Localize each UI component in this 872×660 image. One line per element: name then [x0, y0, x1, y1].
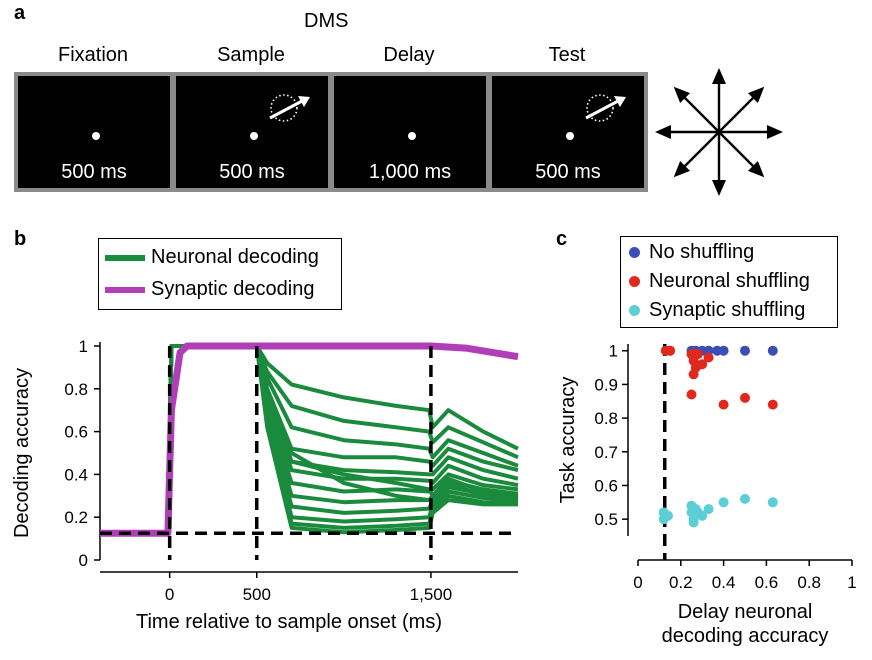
x-tick-label: 1,500: [410, 585, 453, 604]
legend-label-synaptic-shuffling: Synaptic shuffling: [649, 299, 806, 321]
y-axis-label: Task accuracy: [557, 377, 579, 504]
x-tick-label: 0.2: [669, 573, 693, 592]
neuronal-shuffling-point: [767, 399, 778, 410]
synaptic-shuffling-point: [718, 497, 729, 508]
legend-swatch-neuronal: [105, 255, 145, 261]
sample-screen: 500 ms: [172, 72, 332, 192]
neuronal-decoding-line: [100, 344, 518, 536]
x-tick-label: 0.4: [712, 573, 736, 592]
legend-label-no-shuffling: No shuffling: [649, 241, 755, 263]
x-tick-label: 500: [243, 585, 271, 604]
y-tick-label: 0.2: [64, 508, 88, 527]
delay-duration: 1,000 ms: [368, 161, 452, 183]
x-tick-label: 0.8: [797, 573, 821, 592]
synaptic-shuffling-point: [658, 514, 669, 525]
neuronal-decoding-line: [100, 344, 519, 536]
neuronal-decoding-line: [100, 344, 519, 536]
y-tick-label: 1: [609, 342, 618, 361]
neuronal-decoding-line: [100, 344, 519, 536]
y-tick-label: 0.8: [64, 380, 88, 399]
synaptic-shuffling-point: [703, 504, 714, 515]
fixation-dot: [566, 132, 574, 140]
fixation-dot: [92, 132, 100, 140]
neuronal-decoding-line: [100, 344, 519, 536]
y-tick-label: 0.7: [594, 443, 618, 462]
legend-label-synaptic-decoding: Synaptic decoding: [151, 278, 315, 300]
y-tick-label: 0: [79, 551, 88, 570]
neuronal-shuffling-point: [718, 399, 729, 410]
neuronal-decoding-line: [100, 344, 519, 536]
y-axis-label: Decoding accuracy: [11, 368, 33, 538]
neuronal-decoding-line: [100, 344, 519, 536]
motion-stimulus-icon: [269, 94, 310, 122]
neuronal-decoding-line: [100, 344, 519, 536]
synaptic-shuffling-point: [767, 497, 778, 508]
neuronal-shuffling-point: [665, 345, 676, 356]
panel-c-legend: No shuffling Neuronal shuffling Synaptic…: [620, 236, 838, 328]
task-title: DMS: [304, 10, 349, 32]
fixation-duration: 500 ms: [61, 161, 127, 183]
y-tick-label: 0.4: [64, 465, 88, 484]
synaptic-shuffling-point: [740, 493, 750, 504]
neuronal-shuffling-point: [688, 349, 699, 360]
neuronal-shuffling-point: [697, 359, 708, 370]
synaptic-shuffling-point: [688, 517, 699, 528]
panel-b-legend: Neuronal decoding Synaptic decoding: [98, 238, 342, 310]
y-tick-label: 1: [79, 337, 88, 356]
legend-label-neuronal-decoding: Neuronal decoding: [151, 246, 319, 268]
legend-marker-synaptic-shuffling: [629, 305, 640, 316]
task-accuracy-scatter: 0.5 0.6 0.7 0.8 0.9 1 0 0.2 0.4 0.6 0.8 1 Delay neur…: [557, 342, 857, 647]
x-tick-label: 0: [165, 585, 174, 604]
neuronal-shuffling-point: [686, 389, 697, 400]
no-shuffling-point: [740, 345, 750, 356]
eight-direction-arrows-icon: [655, 68, 783, 196]
x-axis-label: Delay neuronal: [678, 601, 813, 623]
neuronal-decoding-line: [100, 344, 519, 536]
phase-label-delay: Delay: [383, 44, 435, 66]
phase-label-fixation: Fixation: [57, 44, 129, 66]
sample-duration: 500 ms: [219, 161, 285, 183]
y-tick-label: 0.9: [594, 375, 618, 394]
fixation-dot: [408, 132, 416, 140]
no-shuffling-point: [767, 345, 778, 356]
neuronal-shuffling-point: [688, 369, 699, 380]
x-axis-label: decoding accuracy: [662, 625, 829, 647]
legend-marker-no-shuffling: [629, 247, 640, 258]
synaptic-shuffling-point: [697, 510, 708, 521]
neuronal-decoding-line: [100, 344, 519, 536]
no-shuffling-point: [718, 345, 729, 356]
synaptic-decoding-line: [100, 342, 519, 537]
legend-label-neuronal-shuffling: Neuronal shuffling: [649, 270, 810, 292]
neuronal-decoding-line: [100, 344, 519, 536]
y-tick-label: 0.5: [594, 510, 618, 529]
test-duration: 500 ms: [535, 161, 601, 183]
neuronal-decoding-line: [100, 344, 519, 536]
x-tick-label: 0.6: [755, 573, 779, 592]
legend-swatch-synaptic: [105, 287, 145, 293]
fixation-screen: 500 ms: [14, 72, 174, 192]
neuronal-decoding-line: [100, 344, 519, 536]
panel-b-letter: b: [14, 228, 27, 250]
x-axis-label: Time relative to sample onset (ms): [136, 611, 442, 633]
panel-a-letter: a: [14, 2, 26, 24]
delay-screen: 1,000 ms: [330, 72, 490, 192]
motion-stimulus-icon: [585, 94, 626, 122]
y-tick-label: 0.8: [594, 409, 618, 428]
neuronal-shuffling-point: [740, 392, 750, 403]
neuronal-shuffling-point: [703, 352, 714, 363]
y-tick-label: 0.6: [594, 476, 618, 495]
phase-label-test: Test: [548, 44, 586, 66]
panel-c-letter: c: [556, 228, 568, 250]
x-tick-label: 1: [847, 573, 856, 592]
decoding-accuracy-chart: 0 0.2 0.4 0.6 0.8 1 0 500 1,500 Time relative to …: [11, 337, 519, 633]
phase-label-sample: Sample: [217, 44, 285, 66]
legend-marker-neuronal-shuffling: [629, 276, 640, 287]
y-tick-label: 0.6: [64, 423, 88, 442]
fixation-dot: [250, 132, 258, 140]
test-screen: 500 ms: [488, 72, 648, 192]
x-tick-label: 0: [633, 573, 642, 592]
neuronal-decoding-line: [100, 344, 518, 536]
